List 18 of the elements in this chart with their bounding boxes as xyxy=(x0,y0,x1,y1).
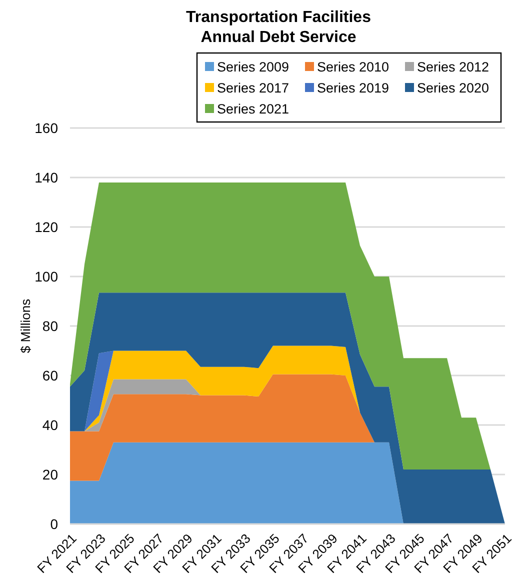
y-tick-label: 60 xyxy=(42,367,58,384)
y-tick-label: 80 xyxy=(42,318,58,334)
chart-title: Transportation Facilities Annual Debt Service xyxy=(186,9,372,46)
legend-label: Series 2009 xyxy=(217,60,290,75)
y-tick-label: 40 xyxy=(42,416,58,433)
legend-label: Series 2010 xyxy=(317,60,390,75)
y-axis-title: $ Millions xyxy=(18,298,33,354)
y-tick-label: 140 xyxy=(34,169,58,186)
y-tick-label: 20 xyxy=(42,466,58,482)
legend-label: Series 2019 xyxy=(317,80,390,96)
y-tick-label: 0 xyxy=(50,516,58,532)
legend-label: Series 2021 xyxy=(217,102,290,117)
y-tick-label: 100 xyxy=(34,268,58,284)
y-tick-label: 120 xyxy=(34,218,58,235)
legend-label: Series 2012 xyxy=(417,60,490,75)
y-tick-label: 160 xyxy=(34,120,58,136)
legend-label: Series 2017 xyxy=(217,80,290,96)
legend-label: Series 2020 xyxy=(417,80,490,96)
